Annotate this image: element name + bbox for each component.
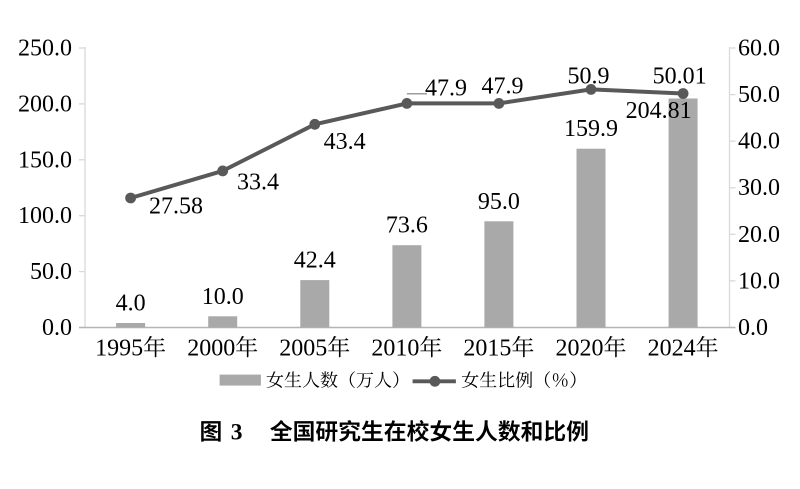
- svg-text:0.0: 0.0: [42, 315, 72, 341]
- svg-text:2020: 2020: [556, 336, 604, 362]
- svg-text:2024: 2024: [648, 336, 696, 362]
- svg-text:204.81: 204.81: [626, 98, 692, 124]
- svg-text:60.0: 60.0: [738, 36, 780, 62]
- svg-text:1995: 1995: [95, 336, 143, 362]
- svg-text:43.4: 43.4: [324, 129, 366, 155]
- svg-text:50.0: 50.0: [738, 82, 780, 108]
- svg-text:2005: 2005: [279, 336, 327, 362]
- svg-text:30.0: 30.0: [738, 175, 780, 201]
- svg-text:73.6: 73.6: [386, 213, 428, 239]
- svg-text:0.0: 0.0: [738, 315, 768, 341]
- svg-text:250.0: 250.0: [18, 36, 72, 62]
- svg-text:47.9: 47.9: [482, 74, 524, 100]
- svg-text:4.0: 4.0: [116, 291, 146, 317]
- svg-text:20.0: 20.0: [738, 222, 780, 248]
- svg-text:27.58: 27.58: [149, 193, 203, 219]
- svg-text:2010: 2010: [371, 336, 419, 362]
- svg-text:50.9: 50.9: [568, 63, 610, 89]
- svg-text:47.9: 47.9: [425, 75, 467, 101]
- svg-text:33.4: 33.4: [237, 169, 279, 195]
- svg-text:40.0: 40.0: [738, 129, 780, 155]
- svg-text:2015: 2015: [463, 336, 511, 362]
- svg-text:42.4: 42.4: [294, 248, 336, 274]
- svg-text:50.0: 50.0: [30, 259, 72, 285]
- svg-text:95.0: 95.0: [478, 189, 520, 215]
- svg-text:10.0: 10.0: [738, 268, 780, 294]
- svg-text:100.0: 100.0: [18, 203, 72, 229]
- svg-text:3: 3: [231, 420, 243, 446]
- svg-text:2000: 2000: [187, 336, 235, 362]
- svg-text:10.0: 10.0: [202, 284, 244, 310]
- svg-text:50.01: 50.01: [653, 64, 707, 90]
- svg-text:150.0: 150.0: [18, 147, 72, 173]
- svg-text:159.9: 159.9: [564, 116, 618, 142]
- svg-text:200.0: 200.0: [18, 91, 72, 117]
